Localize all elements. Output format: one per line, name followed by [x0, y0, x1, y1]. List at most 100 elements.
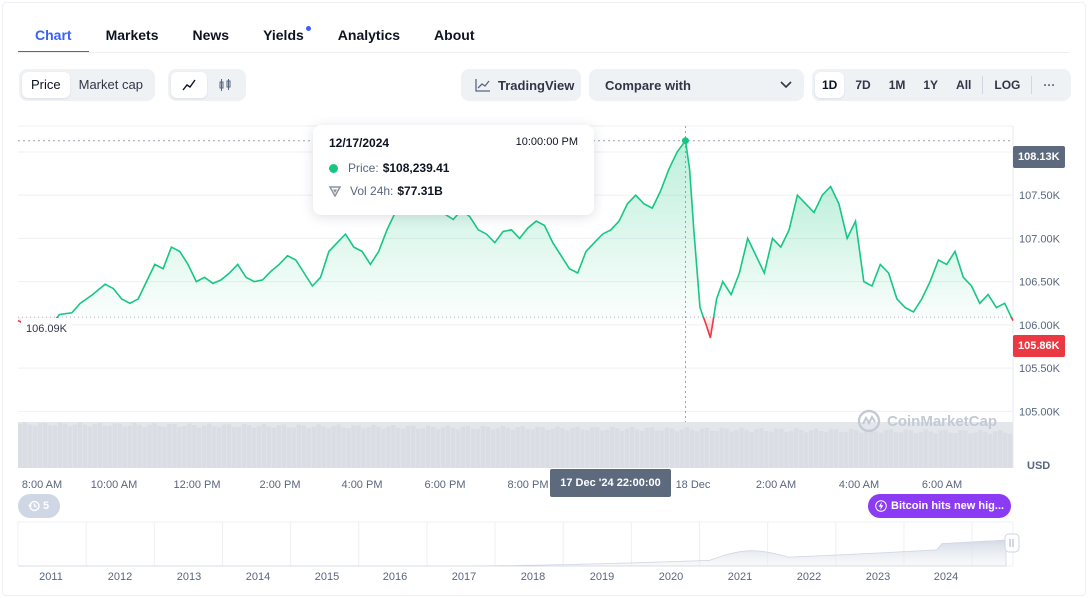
volume-bar	[570, 428, 575, 468]
volume-bar	[231, 427, 237, 468]
year-tick-label: 2014	[246, 571, 270, 583]
tradingview-button[interactable]: TradingView	[461, 69, 581, 101]
tooltip-date: 12/17/2024	[329, 136, 390, 150]
volume-bar	[495, 428, 500, 468]
volume-bar	[386, 426, 391, 468]
compare-with-dropdown[interactable]: Compare with	[589, 69, 804, 101]
volume-bar	[406, 425, 411, 468]
y-axis: 108.00K107.50K107.00K106.50K106.00K105.5…	[1019, 147, 1061, 472]
year-tick-label: 2023	[866, 571, 890, 583]
volume-bar	[814, 428, 819, 468]
x-tick-label: 8:00 AM	[22, 479, 62, 491]
tab-about[interactable]: About	[434, 27, 475, 43]
volume-bar	[137, 424, 142, 468]
history-events-badge[interactable]: 5	[18, 494, 60, 518]
x-tick-label: 2:00 AM	[756, 479, 796, 491]
range-1y-button[interactable]: 1Y	[923, 78, 939, 92]
range-all-button[interactable]: All	[956, 78, 972, 92]
volume-bar	[226, 424, 232, 468]
volume-bar	[396, 427, 401, 468]
volume-bar	[515, 427, 520, 468]
volume-bar	[22, 422, 28, 468]
volume-bar	[167, 423, 172, 468]
volume-bar	[162, 426, 167, 468]
volume-bar	[147, 424, 152, 468]
volume-bar	[27, 424, 33, 468]
range-1m-button[interactable]: 1M	[888, 78, 906, 92]
price-tooltip: 12/17/2024 10:00:00 PM Price: $108,239.41…	[313, 125, 594, 215]
log-scale-button[interactable]: LOG	[994, 78, 1021, 92]
volume-bar	[207, 423, 212, 468]
volume-bar	[500, 425, 505, 468]
market-cap-button[interactable]: Market cap	[78, 77, 143, 92]
volume-bar	[704, 427, 709, 468]
volume-bar	[152, 423, 157, 468]
volume-bar	[908, 430, 913, 468]
line-chart-icon	[182, 79, 196, 91]
volume-bar	[838, 432, 844, 468]
tab-news[interactable]: News	[192, 27, 230, 43]
volume-bar	[689, 429, 694, 468]
volume-bar	[540, 427, 545, 468]
volume-bar	[968, 433, 973, 468]
volume-bar	[575, 426, 580, 468]
navigator-handle	[1004, 533, 1020, 553]
volume-bar	[585, 430, 590, 468]
volume-bar	[430, 426, 436, 468]
tab-markets[interactable]: Markets	[105, 27, 159, 43]
volume-bar	[256, 426, 262, 468]
volume-bar	[316, 424, 321, 468]
volume-bar	[619, 430, 625, 468]
high-price-tag: 108.13K	[1013, 146, 1065, 168]
more-options-button[interactable]: ···	[1043, 78, 1056, 92]
volume-bar	[684, 427, 690, 468]
volume-bar	[202, 425, 207, 468]
volume-bar	[764, 431, 769, 468]
volume-bar	[560, 428, 565, 468]
volume-bar	[47, 425, 53, 468]
volume-bar	[958, 430, 963, 468]
volume-bar	[828, 429, 834, 468]
volume-bar	[605, 429, 610, 468]
volume-bar	[102, 425, 107, 468]
range-7d-button[interactable]: 7D	[855, 78, 871, 92]
tab-analytics[interactable]: Analytics	[337, 27, 401, 43]
year-tick-label: 2021	[728, 571, 752, 583]
volume-bar	[615, 428, 620, 468]
volume-bar	[535, 426, 540, 468]
volume-bar	[371, 424, 376, 468]
volume-bar	[799, 430, 804, 468]
news-event-badge[interactable]: Bitcoin hits new hig...	[868, 494, 1011, 518]
candlestick-button[interactable]	[207, 72, 243, 98]
tab-yields[interactable]: Yields	[246, 18, 321, 52]
crosshair-time-label: 17 Dec '24 22:00:00	[550, 469, 671, 497]
volume-bar	[784, 431, 789, 468]
line-chart-button[interactable]	[171, 72, 207, 98]
volume-bar	[182, 426, 187, 468]
volume-bar	[699, 428, 704, 468]
price-button[interactable]: Price	[22, 72, 70, 98]
volume-bar	[1008, 433, 1013, 468]
volume-bar	[973, 432, 978, 468]
volume-bar	[97, 422, 102, 468]
range-1d-button[interactable]: 1D	[815, 72, 845, 98]
volume-bar	[525, 429, 530, 468]
x-tick-label: 4:00 PM	[342, 479, 383, 491]
volume-bar	[117, 423, 122, 468]
more-divider	[1031, 76, 1033, 94]
volume-bar	[416, 428, 421, 468]
year-tick-label: 2018	[521, 571, 545, 583]
section-tabs: Chart Markets News Yields Analytics Abou…	[18, 18, 491, 53]
range-divider	[982, 76, 984, 94]
volume-bar	[326, 428, 331, 468]
volume-bar	[823, 432, 829, 468]
volume-bar	[943, 429, 948, 468]
year-tick-label: 2017	[452, 571, 476, 583]
volume-bar	[177, 426, 182, 468]
volume-bar	[1003, 432, 1008, 468]
volume-bar	[555, 426, 560, 468]
volume-bar	[401, 428, 406, 468]
volume-bar	[42, 422, 48, 468]
volume-bar	[505, 428, 510, 468]
